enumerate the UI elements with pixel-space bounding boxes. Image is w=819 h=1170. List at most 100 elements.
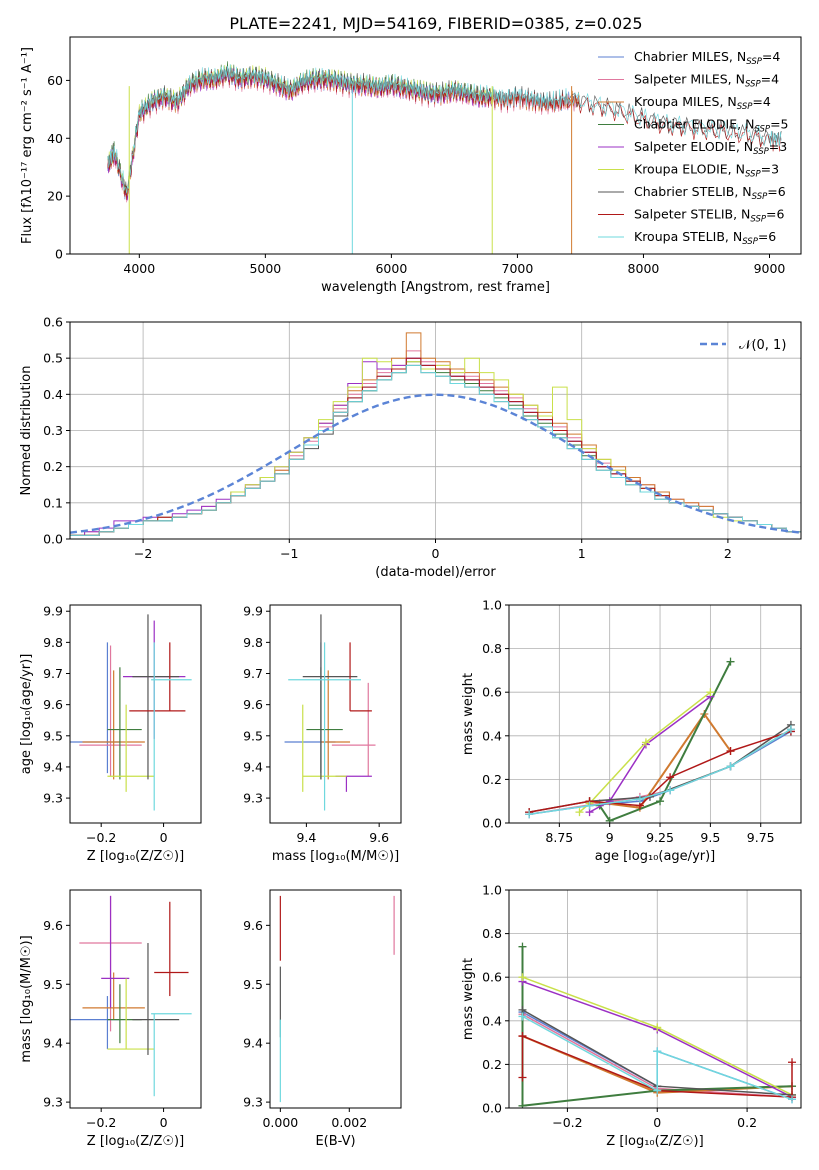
x-axis-label: E(B-V): [315, 1134, 355, 1149]
plot-area: [70, 614, 192, 811]
y-tick-label: 0.8: [482, 641, 502, 656]
legend-label-main: Salpeter STELIB, N: [634, 207, 750, 222]
weight-marker: [666, 786, 675, 795]
weight-marker: [518, 973, 527, 982]
y-tick-label: 9.3: [243, 791, 263, 806]
legend-label-sub: SSP: [745, 80, 761, 90]
x-tick-label: 8.75: [545, 830, 573, 845]
y-tick-label: 0.4: [43, 387, 63, 402]
weight-marker: [518, 1073, 527, 1082]
legend-label: Salpeter MILES, NSSP=4: [634, 72, 779, 90]
legend-label-value: =4: [752, 94, 770, 109]
weight-line: [589, 695, 711, 813]
y-tick-label: 9.9: [243, 604, 263, 619]
y-tick-label: 0.3: [43, 423, 63, 438]
weight-line: [528, 730, 792, 813]
y-axis-label: mass [log₁₀(M/M☉)]: [19, 935, 34, 1062]
panel-mass-vs-EBV: 0.000 0.002 9.3 9.4 9.5 9.6 E(B-V): [243, 889, 402, 1149]
legend-label-main: Chabrier MILES, N: [634, 49, 746, 64]
axes-frame: [508, 604, 802, 824]
x-tick-label: 6000: [375, 261, 407, 276]
legend-label-main: Kroupa ELODIE, N: [634, 162, 745, 177]
x-tick-label: 4000: [123, 261, 155, 276]
plot-area: [279, 895, 395, 1103]
y-tick-label: 9.5: [243, 977, 263, 992]
y-tick-label: 9.6: [43, 697, 63, 712]
weight-marker: [605, 816, 614, 823]
legend-label-sub: SSP: [753, 147, 769, 157]
x-axis-label: (data-model)/error: [375, 565, 496, 580]
y-axis-label: mass weight: [461, 958, 476, 1040]
legend-label-value: =3: [761, 162, 779, 177]
weight-marker: [518, 942, 527, 951]
x-tick-label: 8000: [628, 261, 660, 276]
x-tick-label: −1: [280, 546, 298, 561]
y-tick-label: 9.8: [243, 635, 263, 650]
x-tick-label: 2: [724, 546, 732, 561]
panel-residuals: 𝒩(0, 1) −2 −1 0 1 2 0.0 0.1 0.2 0.3 0.4 0.5 0.6 (data…: [19, 315, 802, 580]
x-tick-label: 0.002: [331, 1115, 367, 1130]
panel-age-vs-Z: −0.2 0 9.3 9.4 9.5 9.6 9.7 9.8 9.9 Z [log₁₀(Z/Z☉)…: [19, 604, 202, 864]
y-tick-label: 60: [47, 73, 63, 88]
weight-marker: [786, 725, 795, 734]
axes-frame: [69, 36, 802, 255]
weight-line: [579, 691, 711, 813]
weight-marker: [656, 797, 665, 806]
weight-marker: [635, 795, 644, 804]
y-tick-label: 9.9: [43, 604, 63, 619]
panel-weight-vs-age: 8.75 9 9.25 9.5 9.75 0.0 0.2 0.4 0.6 0.8 1.0 age [l…: [461, 598, 802, 864]
legend-label-sub: SSP: [742, 237, 758, 247]
legend-label: Salpeter ELODIE, NSSP=3: [634, 139, 787, 157]
weight-marker: [726, 747, 735, 756]
y-tick-label: 0.0: [482, 816, 502, 831]
weight-line: [598, 661, 732, 823]
axes-frame: [269, 889, 402, 1109]
panel-spectrum: 4000 5000 6000 7000 8000 9000 0 20 40 60 wavelengt…: [20, 36, 802, 295]
y-tick-label: 9.4: [243, 759, 263, 774]
y-tick-label: 0.0: [482, 1101, 502, 1116]
normal-curve: [70, 393, 801, 534]
legend-label-sub: SSP: [745, 170, 761, 180]
legend-label-value: =4: [761, 72, 779, 87]
legend-label-sub: SSP: [746, 57, 762, 67]
x-tick-label: 0.000: [262, 1115, 298, 1130]
legend-label-main: Chabrier ELODIE, N: [634, 117, 754, 132]
weight-marker: [585, 801, 594, 810]
legend-label-sub: SSP: [752, 192, 768, 202]
x-axis-label: age [log₁₀(age/yr)]: [595, 849, 716, 864]
y-tick-label: 9.5: [243, 728, 263, 743]
y-tick-label: 0.2: [43, 459, 63, 474]
x-tick-label: 9.5: [700, 830, 720, 845]
weight-line: [589, 712, 732, 809]
legend-label: Chabrier ELODIE, NSSP=5: [634, 117, 789, 135]
plot-area: [70, 895, 192, 1097]
figure-title: PLATE=2241, MJD=54169, FIBERID=0385, z=0…: [229, 14, 642, 33]
weight-marker: [518, 1101, 527, 1108]
legend-label-main: Kroupa STELIB, N: [634, 229, 742, 244]
legend-label: Salpeter STELIB, NSSP=6: [634, 207, 784, 225]
legend-label-main: Chabrier STELIB, N: [634, 184, 752, 199]
legend-label-main: Salpeter MILES, N: [634, 72, 745, 87]
y-tick-label: 0: [55, 247, 63, 262]
y-tick-label: 9.4: [243, 1036, 263, 1051]
y-tick-label: 0.5: [43, 351, 63, 366]
legend-label-sub: SSP: [737, 102, 753, 112]
weight-marker: [706, 688, 715, 697]
y-tick-label: 9.7: [43, 666, 63, 681]
plot-area: [518, 942, 797, 1108]
y-tick-label: 40: [47, 131, 63, 146]
y-tick-label: 20: [47, 189, 63, 204]
weight-marker: [518, 1012, 527, 1021]
y-tick-label: 0.1: [43, 495, 63, 510]
y-tick-label: 9.8: [43, 635, 63, 650]
x-tick-label: 9000: [754, 261, 786, 276]
legend-label-value: =3: [769, 139, 787, 154]
y-tick-label: 0.6: [482, 970, 502, 985]
weight-marker: [788, 1095, 797, 1104]
y-tick-label: 9.3: [43, 1095, 63, 1110]
plot-area: [107, 61, 782, 254]
x-axis-label: mass [log₁₀(M/M☉)]: [272, 849, 399, 864]
weight-marker: [726, 762, 735, 771]
x-tick-label: −0.2: [86, 1115, 116, 1130]
